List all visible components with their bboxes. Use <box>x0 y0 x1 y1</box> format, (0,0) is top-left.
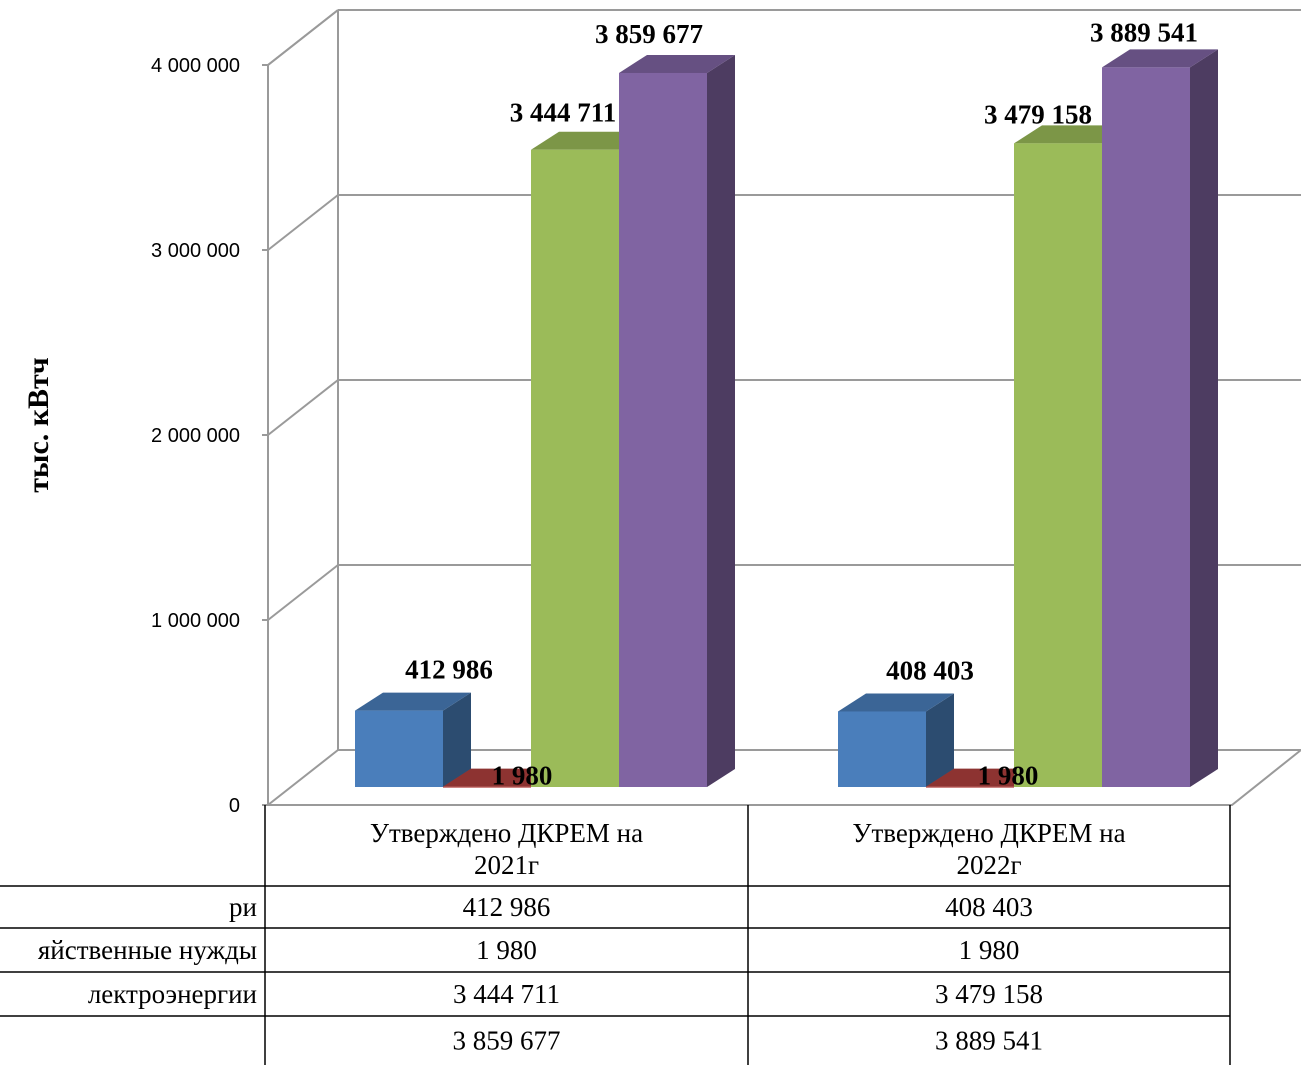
gridline-diagonal <box>267 564 339 621</box>
gridline-diagonal <box>267 379 339 436</box>
table-cell: 3 859 677 <box>453 1026 561 1056</box>
category-label: Утверждено ДКРЕМ на <box>370 818 643 848</box>
bar-front <box>1102 67 1190 787</box>
y-tick-label: 3 000 000 <box>151 240 240 262</box>
bar-top <box>531 131 647 150</box>
category-label: Утверждено ДКРЕМ на <box>852 818 1125 848</box>
data-label: 1 980 <box>978 761 1039 791</box>
data-label: 408 403 <box>886 655 974 685</box>
category-label: 2022г <box>956 850 1021 880</box>
table-row-label: ри <box>229 892 257 922</box>
data-labels: 412 986 1 980 3 444 711 3 859 677 408 403 1 9… <box>405 17 1198 790</box>
y-tick-label: 2 000 000 <box>151 425 240 447</box>
y-tick-label: 1 000 000 <box>151 610 240 632</box>
bar-top <box>838 693 954 712</box>
bar-front <box>355 710 443 787</box>
bar-top <box>619 54 735 73</box>
y-tick-label: 4 000 000 <box>151 55 240 77</box>
data-label: 3 444 711 <box>510 98 617 128</box>
bar-front <box>619 72 707 787</box>
bar-top <box>1014 125 1130 144</box>
bar-side <box>926 693 954 787</box>
category-label: 2021г <box>474 850 539 880</box>
data-label: 3 889 541 <box>1090 17 1198 47</box>
bar <box>355 692 471 787</box>
bar-side <box>707 54 735 787</box>
table-row-label: лектроэнергии <box>88 979 257 1009</box>
data-label: 412 986 <box>405 655 493 685</box>
data-label: 3 479 158 <box>984 99 1092 129</box>
bar <box>838 693 954 787</box>
y-axis-label: тыс. кВтч <box>22 357 55 493</box>
bar-front <box>443 786 531 788</box>
data-label: 3 859 677 <box>595 19 703 49</box>
bar-top <box>926 768 1042 787</box>
table-cell: 408 403 <box>945 892 1033 922</box>
gridline-diagonal <box>267 194 339 251</box>
bar-front <box>531 149 619 788</box>
bar <box>619 54 735 787</box>
bar-front <box>926 786 1014 788</box>
bar-front <box>838 711 926 787</box>
bar-top <box>355 692 471 711</box>
bar-top <box>443 768 559 787</box>
bar-side <box>1190 49 1218 787</box>
bars <box>355 49 1218 788</box>
gridline-diagonal <box>267 9 339 66</box>
bar <box>1102 49 1218 787</box>
bar-front <box>1014 143 1102 787</box>
y-axis-ticks: 0 1 000 000 2 000 000 3 000 000 4 000 000 <box>151 55 268 817</box>
table-cell: 1 980 <box>476 935 537 965</box>
table-row-label: яйственные нужды <box>38 935 257 965</box>
bar-top <box>1102 49 1218 68</box>
table-cell: 1 980 <box>959 935 1020 965</box>
table-cell: 3 479 158 <box>935 979 1043 1009</box>
table-cell: 3 444 711 <box>453 979 560 1009</box>
bar-side <box>443 692 471 787</box>
data-label: 1 980 <box>492 761 553 791</box>
y-tick-label: 0 <box>229 795 240 817</box>
table-cell: 412 986 <box>463 892 551 922</box>
table-cell: 3 889 541 <box>935 1026 1043 1056</box>
